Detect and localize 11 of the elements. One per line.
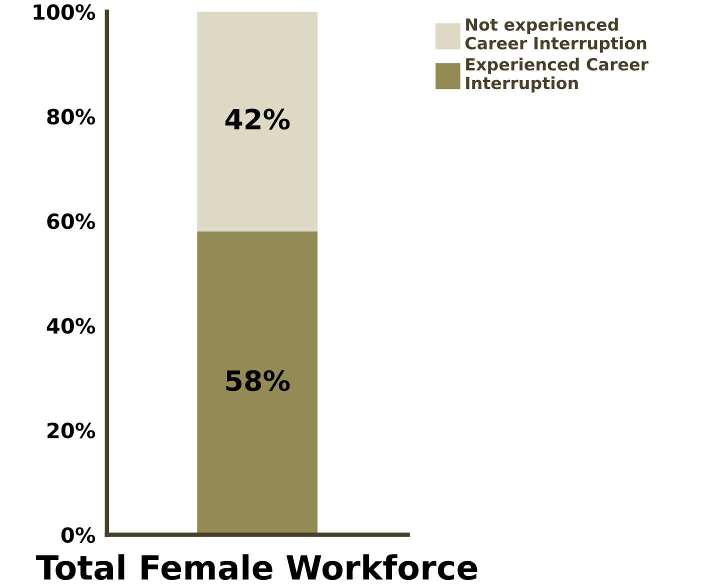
legend-label: Not experienced Career Interruption — [465, 18, 646, 53]
data-label: 42% — [225, 108, 290, 130]
y-tick-label: 100% — [34, 4, 96, 20]
y-tick-label: 60% — [47, 213, 96, 230]
y-tick-label: 20% — [48, 422, 96, 438]
y-tick-label: 40% — [46, 318, 96, 334]
y-tick-label: 0% — [61, 527, 96, 543]
data-label: 58% — [226, 370, 290, 392]
x-tick-label: Total Female Workforce — [36, 554, 478, 580]
legend-label: Experienced Career Interruption — [466, 58, 648, 93]
y-tick-label: 80% — [47, 108, 96, 125]
